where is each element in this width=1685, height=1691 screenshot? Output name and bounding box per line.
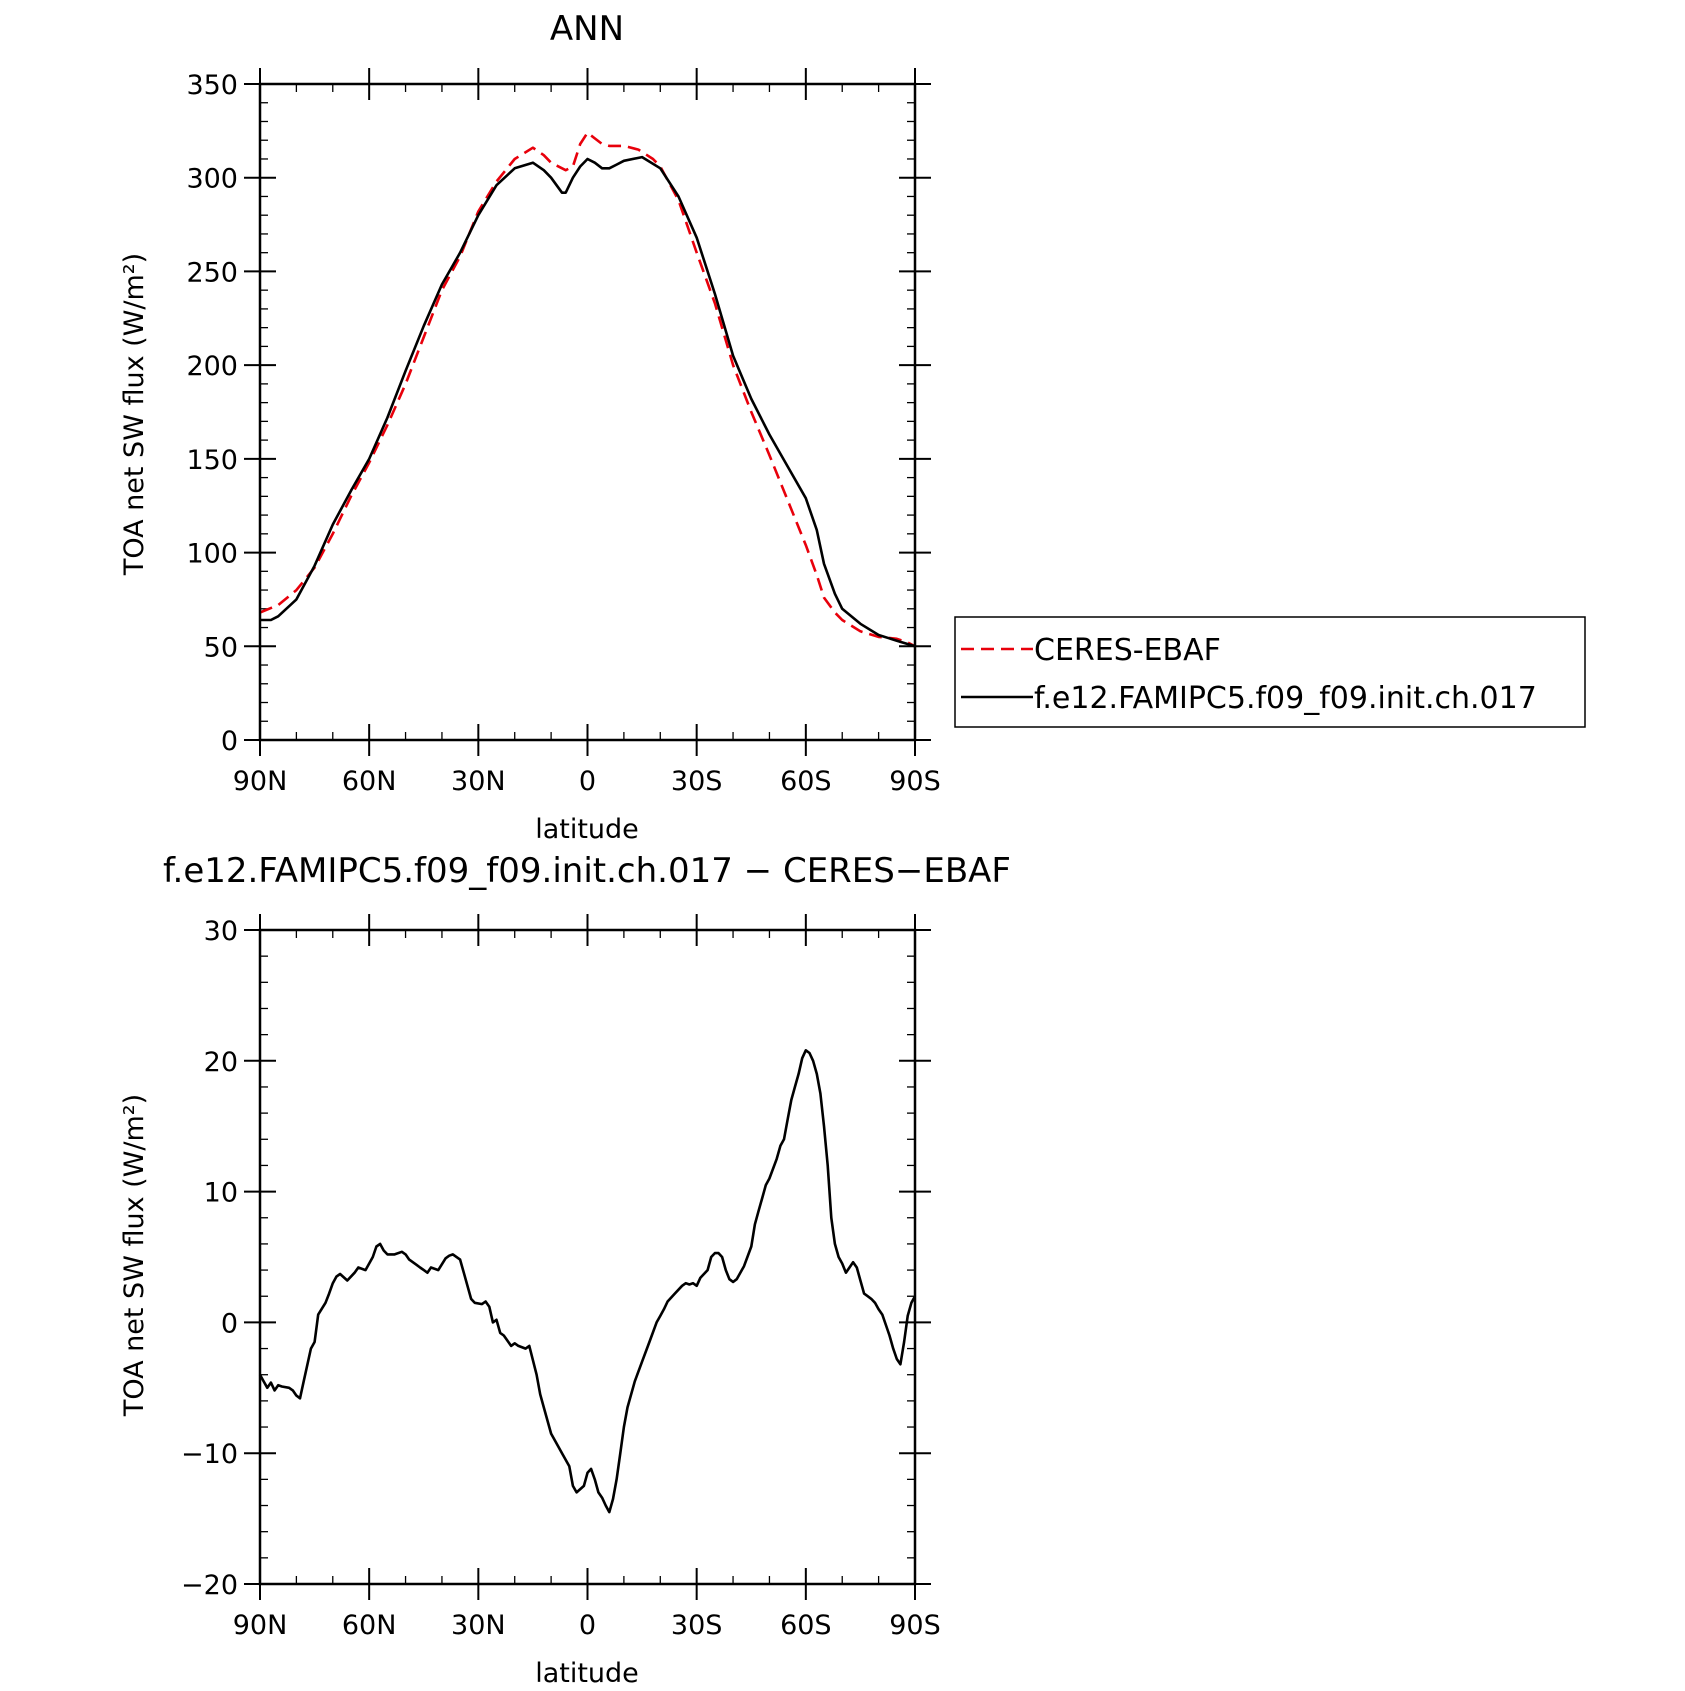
top-panel: ANN TOA net SW flux (W/m²) latitude 0 50 1… <box>119 9 941 845</box>
bottom-y-tick-label: 0 <box>221 1308 238 1339</box>
top-series-line-0 <box>259 131 916 648</box>
bottom-x-tick-label: 30S <box>671 1610 723 1641</box>
bottom-y-tick-label: 30 <box>204 916 238 947</box>
top-y-tick-label: 250 <box>186 257 238 288</box>
bottom-x-tick-label: 30N <box>451 1610 506 1641</box>
top-y-tick-label: 50 <box>204 632 238 663</box>
bottom-y-tick-label: −20 <box>181 1570 238 1601</box>
top-y-tick-label: 150 <box>186 445 238 476</box>
top-y-tick-label: 350 <box>186 70 238 101</box>
top-x-axis-title: latitude <box>535 814 639 845</box>
top-y-tick-label: 0 <box>221 726 238 757</box>
top-y-tick-label: 200 <box>186 351 238 382</box>
legend-label-ceres-ebaf: CERES-EBAF <box>1034 633 1221 668</box>
top-x-tick-label: 0 <box>579 766 596 797</box>
top-series-line-1 <box>260 155 916 648</box>
top-x-tick-label: 30S <box>671 766 723 797</box>
top-y-tick-label: 300 <box>186 164 238 195</box>
top-axis-ticks: 0 50 100 150 200 250 300 350 90N 60N 30N 0 30S 60S 90S <box>186 68 941 797</box>
top-x-tick-label: 30N <box>451 766 506 797</box>
bottom-series-line-0 <box>258 1049 917 1514</box>
bottom-x-tick-label: 90S <box>889 1610 941 1641</box>
top-y-tick-label: 100 <box>186 539 238 570</box>
top-x-tick-label: 90S <box>889 766 941 797</box>
bottom-x-tick-label: 90N <box>233 1610 288 1641</box>
top-x-tick-label: 60N <box>342 766 397 797</box>
bottom-x-axis-title: latitude <box>535 1658 639 1689</box>
bottom-x-tick-label: 60S <box>780 1610 832 1641</box>
top-y-axis-title: TOA net SW flux (W/m²) <box>119 253 150 576</box>
bottom-plot-frame <box>258 928 917 1586</box>
top-x-tick-label: 60S <box>780 766 832 797</box>
legend-label-model: f.e12.FAMIPC5.f09_f09.init.ch.017 <box>1034 681 1537 716</box>
top-x-tick-label: 90N <box>233 766 288 797</box>
bottom-y-axis-title: TOA net SW flux (W/m²) <box>119 1094 150 1417</box>
bottom-panel: f.e12.FAMIPC5.f09_f09.init.ch.017 − CERE… <box>119 851 1011 1689</box>
bottom-axis-ticks: −20 −10 0 10 20 30 90N 60N 30N 0 30S 60S 90S <box>181 914 941 1641</box>
top-series-lines <box>259 131 916 648</box>
bottom-plot-title: f.e12.FAMIPC5.f09_f09.init.ch.017 − CERE… <box>163 851 1011 891</box>
bottom-x-tick-label: 60N <box>342 1610 397 1641</box>
bottom-y-tick-label: 10 <box>204 1178 238 1209</box>
bottom-y-tick-label: 20 <box>204 1047 238 1078</box>
top-plot-frame <box>258 82 917 742</box>
bottom-y-tick-label: −10 <box>181 1439 238 1470</box>
legend: CERES-EBAF f.e12.FAMIPC5.f09_f09.init.ch… <box>954 616 1586 728</box>
top-plot-title: ANN <box>550 9 624 49</box>
bottom-series-lines <box>258 1049 917 1514</box>
bottom-x-tick-label: 0 <box>579 1610 596 1641</box>
legend-box <box>954 616 1586 728</box>
